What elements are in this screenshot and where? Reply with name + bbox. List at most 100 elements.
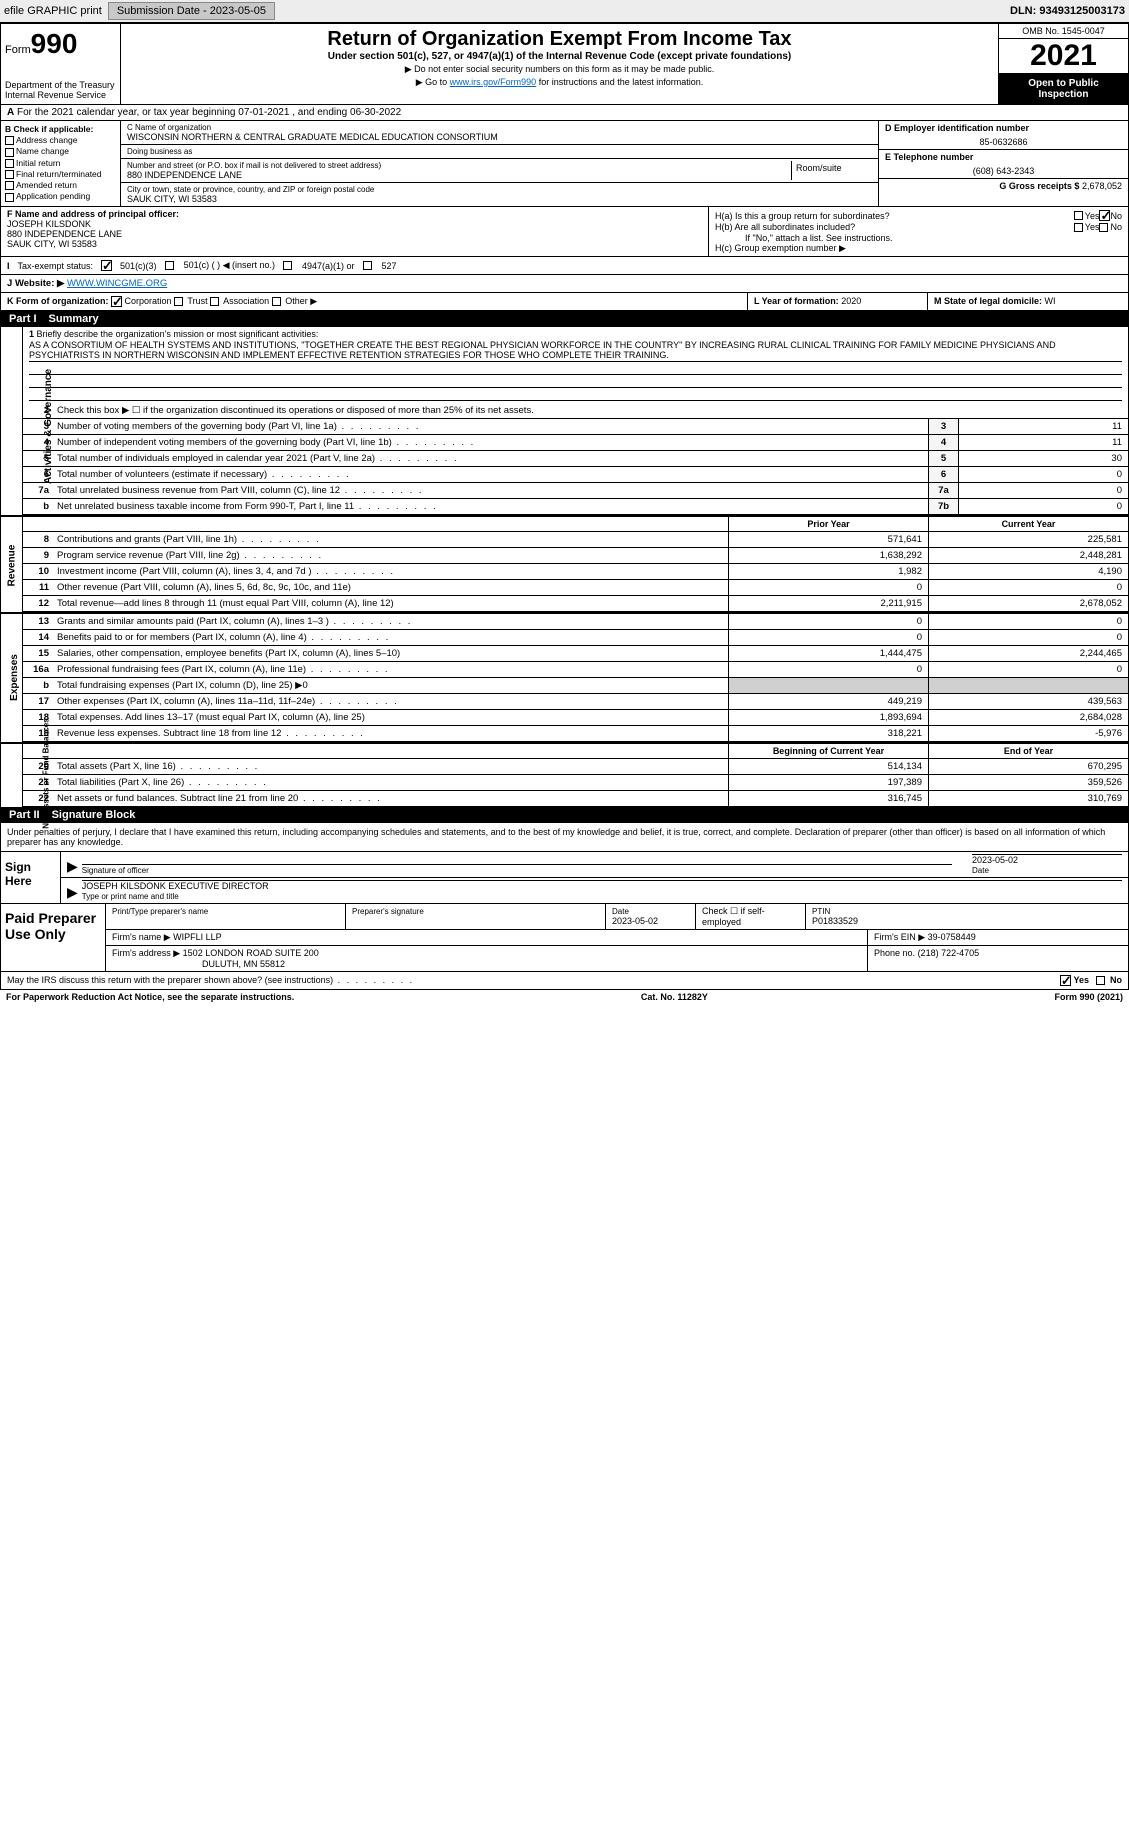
checkbox-icon[interactable] [5, 148, 14, 157]
cat-no: Cat. No. 11282Y [294, 992, 1054, 1002]
line-9: Program service revenue (Part VIII, line… [53, 548, 728, 563]
box-k: K Form of organization: Corporation Trus… [1, 293, 748, 310]
checkbox-icon[interactable] [5, 193, 14, 202]
line-8: Contributions and grants (Part VIII, lin… [53, 532, 728, 547]
form-990: Form990 Department of the Treasury Inter… [0, 23, 1129, 990]
revenue-tab: Revenue [1, 517, 23, 612]
r14c: 0 [928, 630, 1128, 645]
checkbox-icon[interactable] [1096, 976, 1105, 985]
r9c: 2,448,281 [928, 548, 1128, 563]
r22p: 316,745 [728, 791, 928, 806]
checkbox-icon[interactable] [5, 159, 14, 168]
r9p: 1,638,292 [728, 548, 928, 563]
r10c: 4,190 [928, 564, 1128, 579]
assoc: Association [223, 296, 269, 306]
r8p: 571,641 [728, 532, 928, 547]
prep-date-label: Date [612, 907, 629, 916]
r15c: 2,244,465 [928, 646, 1128, 661]
r20p: 514,134 [728, 759, 928, 774]
website-label: Website: ▶ [15, 278, 64, 289]
chk-name: Name change [16, 146, 69, 156]
section-bcdeg: B Check if applicable: Address change Na… [1, 121, 1128, 207]
chk-address: Address change [16, 135, 77, 145]
box-f: F Name and address of principal officer:… [1, 207, 708, 256]
r22c: 310,769 [928, 791, 1128, 806]
chk-amended: Amended return [16, 180, 77, 190]
line-22: Net assets or fund balances. Subtract li… [53, 791, 728, 806]
checkbox-checked-icon[interactable] [1099, 210, 1110, 221]
efile-label: efile GRAPHIC print [4, 5, 102, 17]
line-16a: Professional fundraising fees (Part IX, … [53, 662, 728, 677]
attach-note: If "No," attach a list. See instructions… [715, 233, 1122, 243]
ptin-val: P01833529 [812, 916, 858, 926]
val-5: 30 [958, 451, 1128, 466]
irs-link[interactable]: www.irs.gov/Form990 [450, 77, 537, 87]
website-link[interactable]: WWW.WINCGME.ORG [67, 278, 167, 289]
line-18: Total expenses. Add lines 13–17 (must eq… [53, 710, 728, 725]
firm-addr2: DULUTH, MN 55812 [202, 959, 285, 969]
checkbox-icon[interactable] [363, 261, 372, 270]
year-formation-label: L Year of formation: [754, 296, 839, 306]
checkbox-icon[interactable] [1074, 211, 1083, 220]
expenses-section: Expenses 13Grants and similar amounts pa… [1, 614, 1128, 744]
ptin-label: PTIN [812, 907, 830, 916]
checkbox-icon[interactable] [174, 297, 183, 306]
checkbox-checked-icon[interactable] [101, 260, 112, 271]
net-label: Net Assets or Fund Balances [41, 719, 50, 829]
dba-label: Doing business as [127, 147, 872, 156]
checkbox-icon[interactable] [283, 261, 292, 270]
ssn-note: ▶ Do not enter social security numbers o… [127, 64, 992, 75]
officer-name: JOSEPH KILSDONK [7, 219, 91, 229]
addr-label: Number and street (or P.O. box if mail i… [127, 161, 791, 170]
line-19: Revenue less expenses. Subtract line 18 … [53, 726, 728, 741]
box-m: M State of legal domicile: WI [928, 293, 1128, 310]
checkbox-checked-icon[interactable] [111, 296, 122, 307]
bottom-footer: For Paperwork Reduction Act Notice, see … [0, 990, 1129, 1004]
checkbox-icon[interactable] [5, 170, 14, 179]
527: 527 [382, 261, 397, 271]
net-assets-section: Net Assets or Fund Balances Beginning of… [1, 744, 1128, 807]
row-a-tax-year: A For the 2021 calendar year, or tax yea… [1, 105, 1128, 121]
checkbox-icon[interactable] [1074, 223, 1083, 232]
form-subtitle: Under section 501(c), 527, or 4947(a)(1)… [127, 51, 992, 62]
r12p: 2,211,915 [728, 596, 928, 611]
r14p: 0 [728, 630, 928, 645]
checkbox-icon[interactable] [5, 136, 14, 145]
line-21: Total liabilities (Part X, line 26) [53, 775, 728, 790]
line-1: 1 Briefly describe the organization's mi… [23, 327, 1128, 403]
checkbox-checked-icon[interactable] [1060, 975, 1071, 986]
r21c: 359,526 [928, 775, 1128, 790]
revenue-section: Revenue Prior YearCurrent Year 8Contribu… [1, 517, 1128, 614]
checkbox-icon[interactable] [165, 261, 174, 270]
gov-label: Activities & Governance [43, 369, 54, 484]
irs-label: Internal Revenue Service [5, 90, 116, 100]
mission-label: Briefly describe the organization's miss… [37, 329, 319, 339]
print-name-label: Print/Type preparer's name [112, 907, 208, 916]
box-b: B Check if applicable: Address change Na… [1, 121, 121, 206]
checkbox-icon[interactable] [272, 297, 281, 306]
prep-date-val: 2023-05-02 [612, 916, 658, 926]
box-c: C Name of organization WISCONSIN NORTHER… [121, 121, 878, 206]
self-employed: Check ☐ if self-employed [702, 906, 765, 927]
r19c: -5,976 [928, 726, 1128, 741]
part-2-num: Part II [9, 809, 40, 821]
line-13: Grants and similar amounts paid (Part IX… [53, 614, 728, 629]
part-2-header: Part II Signature Block [1, 807, 1128, 823]
checkbox-icon[interactable] [5, 181, 14, 190]
r15p: 1,444,475 [728, 646, 928, 661]
form-number: 990 [31, 28, 78, 59]
line-5: Total number of individuals employed in … [53, 451, 928, 466]
sign-here-row: Sign Here ▶ Signature of officer 2023-05… [1, 851, 1128, 903]
r18c: 2,684,028 [928, 710, 1128, 725]
sig-officer-label: Signature of officer [82, 866, 149, 875]
form-header: Form990 Department of the Treasury Inter… [1, 24, 1128, 105]
submission-date-button[interactable]: Submission Date - 2023-05-05 [108, 2, 275, 20]
type-name-label: Type or print name and title [82, 892, 179, 901]
corp: Corporation [125, 296, 172, 306]
yes-label: Yes [1085, 211, 1100, 221]
checkbox-icon[interactable] [210, 297, 219, 306]
top-bar: efile GRAPHIC print Submission Date - 20… [0, 0, 1129, 23]
city-label: City or town, state or province, country… [127, 185, 872, 194]
prior-year-hdr: Prior Year [728, 517, 928, 531]
form-label: Form [5, 44, 31, 56]
